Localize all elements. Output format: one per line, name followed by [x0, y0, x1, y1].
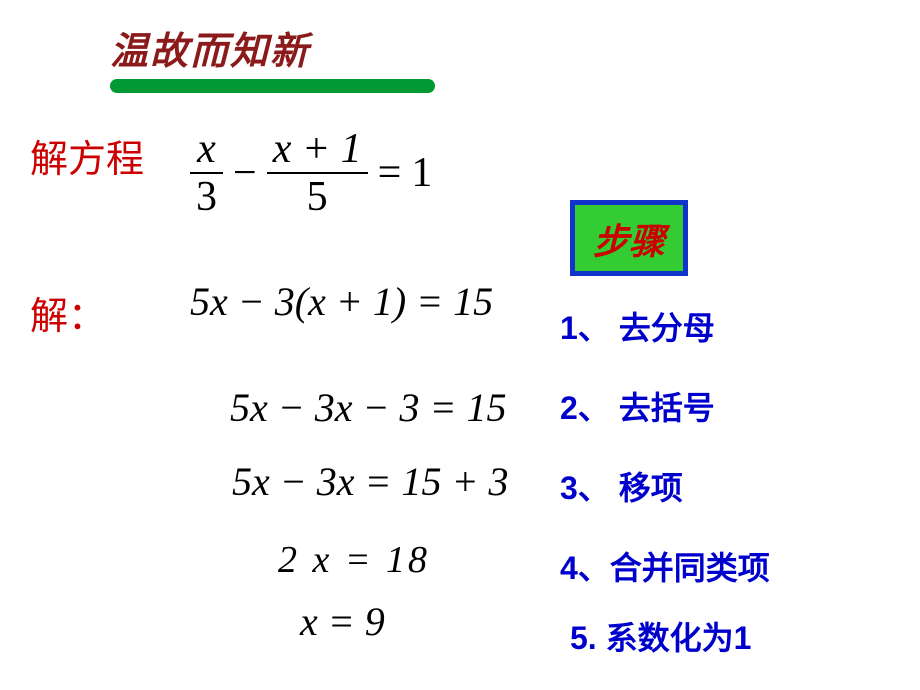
- equation-step-3: 5x − 3x = 15 + 3: [232, 458, 508, 505]
- equation-step-5: x = 9: [300, 598, 385, 645]
- fraction-2: x + 1 5: [267, 128, 368, 218]
- step-item-1: 1、 去分母: [560, 303, 715, 349]
- equation-step-4: 2 x = 18: [278, 538, 430, 582]
- step-item-4: 4、合并同类项: [560, 543, 770, 589]
- steps-badge-label: 步骤: [593, 222, 665, 262]
- fraction-1-numerator: x: [191, 128, 222, 172]
- equation-original: x 3 − x + 1 5 = 1: [190, 128, 432, 218]
- label-solution: 解：: [30, 285, 106, 340]
- equals-sign: =: [374, 149, 406, 197]
- equation-step-2: 5x − 3x − 3 = 15: [230, 384, 506, 431]
- title-underline: [110, 79, 435, 93]
- fraction-1-denominator: 3: [190, 174, 223, 218]
- fraction-2-denominator: 5: [301, 174, 334, 218]
- label-solve-equation: 解方程: [30, 128, 144, 183]
- step-item-3: 3、 移项: [560, 463, 683, 509]
- step-item-2: 2、 去括号: [560, 383, 715, 429]
- fraction-2-numerator: x + 1: [267, 128, 368, 172]
- fraction-1: x 3: [190, 128, 223, 218]
- minus-sign: −: [229, 149, 261, 197]
- equation-rhs: 1: [411, 149, 432, 197]
- page-title: 温故而知新: [110, 20, 435, 75]
- equation-step-1: 5x − 3(x + 1) = 15: [190, 278, 493, 325]
- title-block: 温故而知新: [110, 20, 435, 93]
- step-item-5: 5. 系数化为1: [570, 613, 751, 659]
- steps-badge: 步骤: [570, 200, 688, 276]
